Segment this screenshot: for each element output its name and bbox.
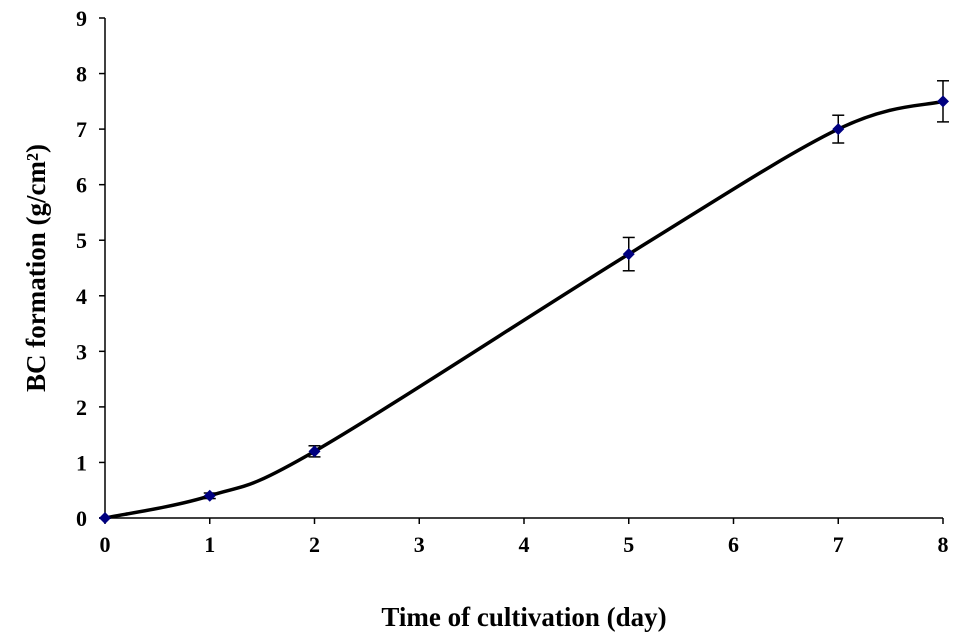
y-tick-label: 7 [76,117,87,142]
marker [99,512,111,524]
x-tick-label: 0 [100,532,111,557]
marker [832,123,845,136]
marker [622,248,635,261]
x-tick-label: 7 [833,532,844,557]
y-tick-label: 2 [76,395,87,420]
y-tick-label: 3 [76,339,87,364]
marker [308,445,321,458]
x-tick-label: 3 [414,532,425,557]
y-tick-label: 8 [76,62,87,87]
trend-line [104,99,944,520]
y-tick-label: 0 [76,506,87,531]
y-tick-label: 4 [76,284,87,309]
y-tick-label: 5 [76,228,87,253]
y-tick-label: 9 [76,6,87,31]
marker [937,95,949,108]
x-tick-label: 1 [204,532,215,557]
x-tick-label: 6 [728,532,739,557]
y-tick-label: 1 [76,450,87,475]
x-tick-label: 8 [938,532,949,557]
y-tick-label: 6 [76,173,87,198]
x-tick-label: 2 [309,532,320,557]
marker [203,489,216,502]
y-axis-title: BC formation (g/cm²) [21,144,51,392]
x-axis-title: Time of cultivation (day) [381,602,666,632]
x-tick-label: 5 [623,532,634,557]
x-tick-label: 4 [519,532,530,557]
